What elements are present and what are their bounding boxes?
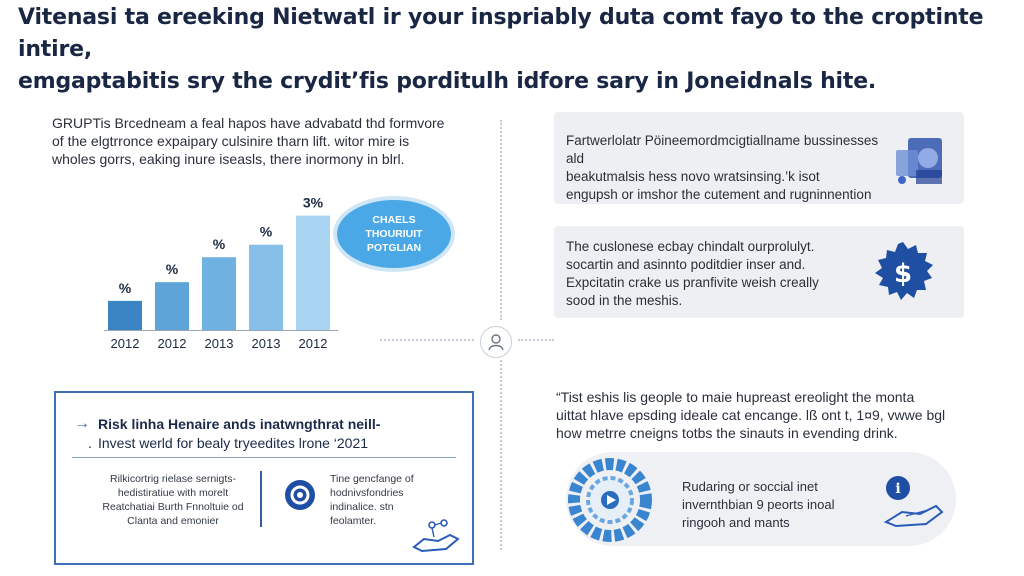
- divider-horizontal-left: [380, 339, 474, 341]
- gear-icon: [284, 479, 316, 511]
- chart-data-label: %: [166, 261, 179, 277]
- quote-line-1: “Tist eshis lis geople to maie hupreast …: [556, 389, 915, 405]
- divider-horizontal-right: [518, 339, 554, 341]
- info-card-2-text: The cuslonese ecbay chindalt ourprolulyt…: [566, 238, 866, 310]
- chart-data-label: %: [119, 280, 132, 296]
- divider-vertical-top: [500, 120, 502, 320]
- risk-box-left-line-4: Clanta and emonier: [127, 515, 219, 527]
- intro-line-3: wholes gorrs, eaking inure iseasls, ther…: [52, 151, 405, 167]
- risk-box-bullet: .: [88, 435, 92, 451]
- info-card-1-line-1: Fartwerlolatr Pöineemordmcigtiallname bu…: [566, 133, 879, 166]
- risk-box-right-line-1: Tine gencfange of: [330, 473, 414, 485]
- risk-box-left-line-2: hedistiratiue with morelt: [117, 487, 229, 499]
- info-card-2-line-4: sood in the meshis.: [566, 293, 683, 308]
- info-card-1: Fartwerlolatr Pöineemordmcigtiallname bu…: [554, 112, 964, 204]
- intro-line-1: GRUPTis Brcedneam a feal hapos have adva…: [52, 115, 445, 131]
- risk-box-title: Risk linha Henaire ands inatwngthrat nei…: [98, 416, 381, 432]
- chart-data-label: 3%: [303, 195, 324, 211]
- info-card-2-line-2: socartin and asinnto poditdier inser and…: [566, 257, 806, 272]
- info-card-2: The cuslonese ecbay chindalt ourprolulyt…: [554, 226, 964, 318]
- arrow-right-icon: →: [74, 415, 90, 432]
- quote-paragraph: “Tist eshis lis geople to maie hupreast …: [556, 388, 996, 442]
- quote-line-3: how metrre cneigns totbs the sinauts in …: [556, 425, 898, 441]
- divider-vertical-bottom: [500, 360, 502, 550]
- info-hand-icon: i: [876, 474, 946, 528]
- headline-line-1: Vitenasi ta ereeking Nietwatl ir your in…: [18, 5, 984, 62]
- risk-box-right-line-2: hodnivsfondries: [330, 487, 404, 499]
- headline: Vitenasi ta ereeking Nietwatl ir your in…: [18, 2, 1008, 98]
- callout-bubble: CHAELS THOURIUIT POTGLIAN: [337, 200, 451, 268]
- chart-data-label: %: [213, 236, 226, 252]
- person-icon: [480, 326, 512, 358]
- risk-box-left-line-1: Rilkicortrig rielase sernigts-: [109, 473, 237, 485]
- risk-box-column-separator: [260, 471, 262, 527]
- chart-tick-label: 2013: [252, 336, 281, 351]
- dollar-symbol: $: [894, 259, 912, 289]
- info-card-2-line-3: Expcitatin crake us pranfivite weish cre…: [566, 275, 819, 290]
- chart-data-label: %: [260, 224, 273, 240]
- info-symbol: i: [895, 481, 900, 497]
- bottom-panel-line-1: Rudaring or soccial inet: [682, 479, 818, 494]
- bottom-panel-text: Rudaring or soccial inet invernthbian 9 …: [682, 478, 882, 532]
- risk-box-left-line-3: Reatchatiai Burth Fnnoltuie od: [102, 501, 244, 513]
- chart-bar: [296, 215, 330, 330]
- bottom-panel-line-2: invernthbian 9 peorts inoal: [682, 497, 835, 512]
- risk-box: → Risk linha Henaire ands inatwngthrat n…: [54, 391, 474, 565]
- bottom-panel: Rudaring or soccial inet invernthbian 9 …: [566, 452, 956, 546]
- bottom-panel-line-3: ringooh and mants: [682, 515, 790, 530]
- intro-line-2: of the elgtrronce expaipary culsinire th…: [52, 133, 410, 149]
- risk-box-right-line-3: indinalice. stn: [330, 501, 394, 513]
- risk-box-right-line-4: feolamter.: [330, 515, 377, 527]
- chart-bar: [202, 257, 236, 330]
- chart-bar: [155, 282, 189, 330]
- chart-tick-label: 2012: [111, 336, 140, 351]
- chart-bar: [108, 300, 142, 330]
- info-card-2-line-1: The cuslonese ecbay chindalt ourprolulyt…: [566, 239, 815, 254]
- bubble-line-3: POTGLIAN: [366, 242, 422, 254]
- headline-line-2: emgaptabitis sry the crydit’fis porditul…: [18, 69, 877, 94]
- quote-line-2: uittat hlave epsding ideale cat encange.…: [556, 407, 946, 423]
- dollar-badge-icon: $: [870, 240, 936, 306]
- risk-box-right-column: Tine gencfange of hodnivsfondries indina…: [330, 472, 430, 528]
- info-card-1-text: Fartwerlolatr Pöineemordmcigtiallname bu…: [566, 132, 886, 204]
- chart-bar: [249, 244, 283, 330]
- risk-box-divider: [72, 457, 456, 458]
- info-card-1-line-2: beakutmalsis hess novo wratsinsing.’k is…: [566, 169, 820, 184]
- hand-network-icon: [410, 519, 462, 553]
- progress-ring-icon: [566, 456, 654, 544]
- chart-tick-label: 2013: [205, 336, 234, 351]
- intro-paragraph: GRUPTis Brcedneam a feal hapos have adva…: [52, 114, 462, 168]
- abstract-shapes-icon: [886, 134, 950, 190]
- bar-chart-svg: % 2012% 2012% 2013% 2013 3% 2012: [104, 195, 338, 351]
- risk-box-subtitle: Invest werld for bealy tryeedites lrone …: [98, 435, 369, 451]
- bubble-line-1: CHAELS: [372, 214, 416, 226]
- chart-tick-label: 2012: [299, 336, 328, 351]
- chart-tick-label: 2012: [158, 336, 187, 351]
- bar-chart: % 2012% 2012% 2013% 2013 3% 2012: [96, 180, 346, 352]
- risk-box-left-column: Rilkicortrig rielase sernigts- hedistira…: [78, 472, 268, 528]
- bubble-line-2: THOURIUIT: [365, 228, 423, 240]
- info-card-1-line-3: engupsh or imshor the cutement and rugni…: [566, 187, 872, 202]
